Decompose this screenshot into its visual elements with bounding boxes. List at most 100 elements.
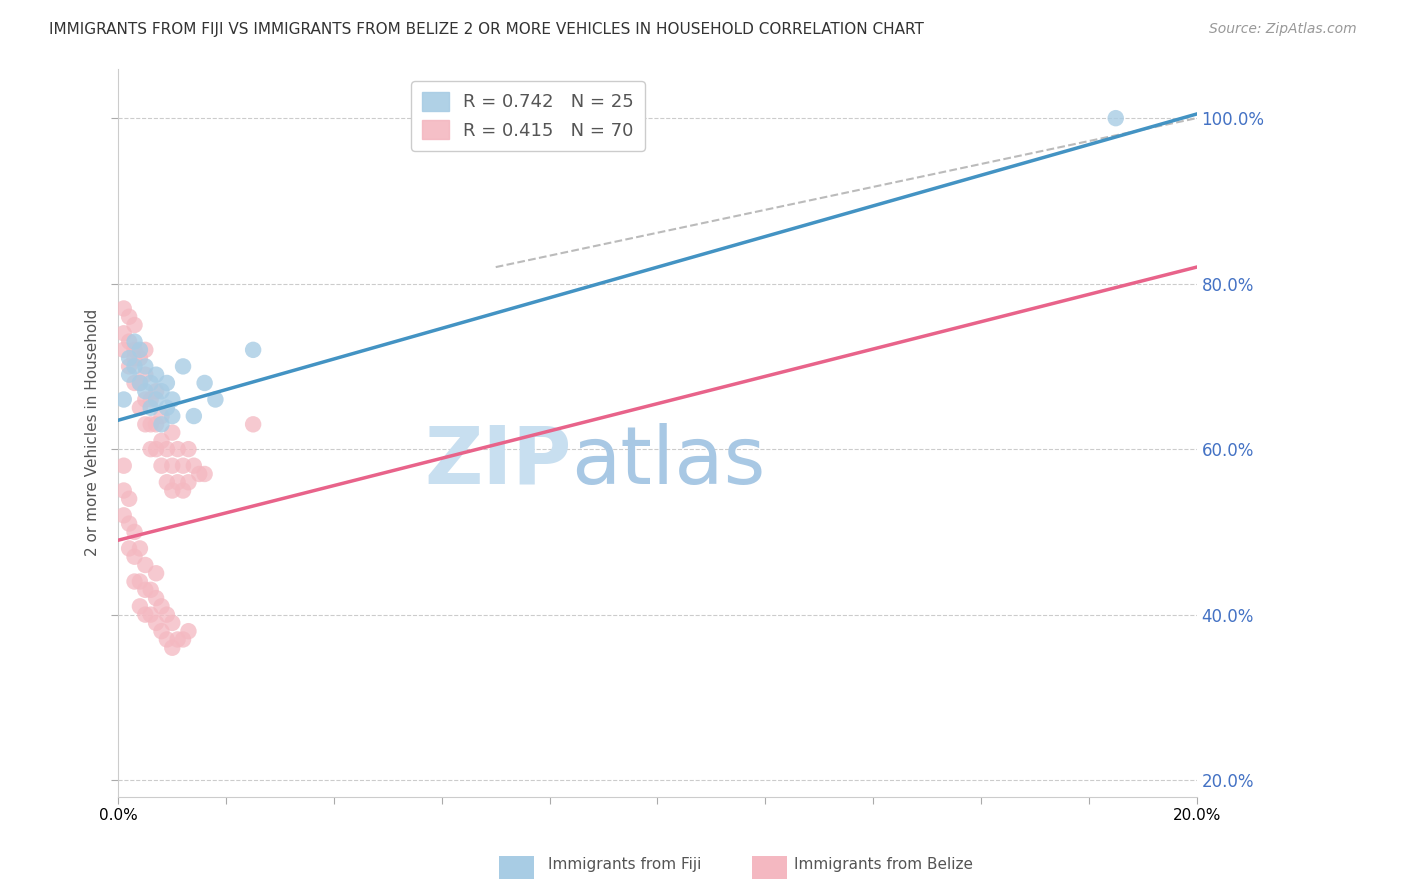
Point — [118, 351, 141, 365]
Legend: R = 0.742   N = 25, R = 0.415   N = 70: R = 0.742 N = 25, R = 0.415 N = 70 — [411, 81, 645, 151]
Point — [129, 351, 152, 365]
Point — [139, 607, 162, 622]
Point — [124, 524, 146, 539]
Point — [156, 442, 179, 457]
Text: Source: ZipAtlas.com: Source: ZipAtlas.com — [1209, 22, 1357, 37]
Point — [124, 334, 146, 349]
Point — [124, 359, 146, 374]
Point — [145, 417, 167, 432]
Point — [139, 392, 162, 407]
Point — [118, 491, 141, 506]
Point — [112, 301, 135, 316]
Point — [129, 343, 152, 357]
Point — [134, 392, 156, 407]
Point — [156, 607, 179, 622]
Point — [118, 310, 141, 324]
Point — [118, 334, 141, 349]
Point — [162, 425, 184, 440]
Point — [188, 467, 211, 481]
Point — [172, 483, 194, 498]
Point — [162, 458, 184, 473]
Point — [118, 368, 141, 382]
Point — [162, 409, 184, 423]
Point — [134, 558, 156, 572]
Point — [162, 483, 184, 498]
Point — [134, 359, 156, 374]
Point — [242, 343, 264, 357]
Point — [166, 442, 188, 457]
Point — [156, 401, 179, 415]
Point — [150, 458, 173, 473]
Point — [124, 318, 146, 332]
Point — [134, 607, 156, 622]
Point — [162, 640, 184, 655]
Point — [134, 417, 156, 432]
Point — [129, 599, 152, 614]
Point — [204, 392, 226, 407]
Point — [129, 376, 152, 390]
Point — [166, 475, 188, 490]
Point — [242, 417, 264, 432]
Point — [177, 475, 200, 490]
Point — [139, 417, 162, 432]
Point — [150, 624, 173, 639]
Point — [145, 384, 167, 399]
Point — [134, 582, 156, 597]
Point — [172, 458, 194, 473]
Point — [124, 549, 146, 564]
Point — [124, 376, 146, 390]
Point — [150, 417, 173, 432]
Point — [162, 615, 184, 630]
Text: Immigrants from Belize: Immigrants from Belize — [794, 857, 973, 872]
Point — [129, 574, 152, 589]
Text: IMMIGRANTS FROM FIJI VS IMMIGRANTS FROM BELIZE 2 OR MORE VEHICLES IN HOUSEHOLD C: IMMIGRANTS FROM FIJI VS IMMIGRANTS FROM … — [49, 22, 924, 37]
Point — [145, 615, 167, 630]
Point — [112, 458, 135, 473]
Point — [156, 475, 179, 490]
Point — [145, 368, 167, 382]
Point — [139, 401, 162, 415]
Point — [166, 632, 188, 647]
Point — [194, 376, 217, 390]
Point — [112, 326, 135, 341]
Point — [129, 376, 152, 390]
Point — [129, 401, 152, 415]
Point — [156, 376, 179, 390]
Point — [145, 442, 167, 457]
Point — [139, 376, 162, 390]
Point — [145, 392, 167, 407]
Point — [134, 368, 156, 382]
Point — [162, 392, 184, 407]
Point — [118, 516, 141, 531]
Point — [183, 458, 205, 473]
Point — [145, 591, 167, 606]
Point — [150, 409, 173, 423]
Point — [124, 574, 146, 589]
Point — [183, 409, 205, 423]
Point — [124, 351, 146, 365]
Point — [1105, 111, 1128, 125]
Text: atlas: atlas — [571, 423, 766, 500]
Point — [134, 384, 156, 399]
Point — [112, 508, 135, 523]
Point — [112, 343, 135, 357]
Point — [139, 582, 162, 597]
Point — [118, 541, 141, 556]
Point — [194, 467, 217, 481]
Point — [172, 359, 194, 374]
Point — [112, 483, 135, 498]
Point — [145, 566, 167, 581]
Point — [156, 632, 179, 647]
Text: Immigrants from Fiji: Immigrants from Fiji — [548, 857, 702, 872]
Text: ZIP: ZIP — [425, 423, 571, 500]
Point — [129, 541, 152, 556]
Point — [150, 599, 173, 614]
Point — [124, 343, 146, 357]
Point — [139, 442, 162, 457]
Y-axis label: 2 or more Vehicles in Household: 2 or more Vehicles in Household — [86, 309, 100, 557]
Point — [112, 392, 135, 407]
Point — [177, 442, 200, 457]
Point — [150, 384, 173, 399]
Point — [172, 632, 194, 647]
Point — [177, 624, 200, 639]
